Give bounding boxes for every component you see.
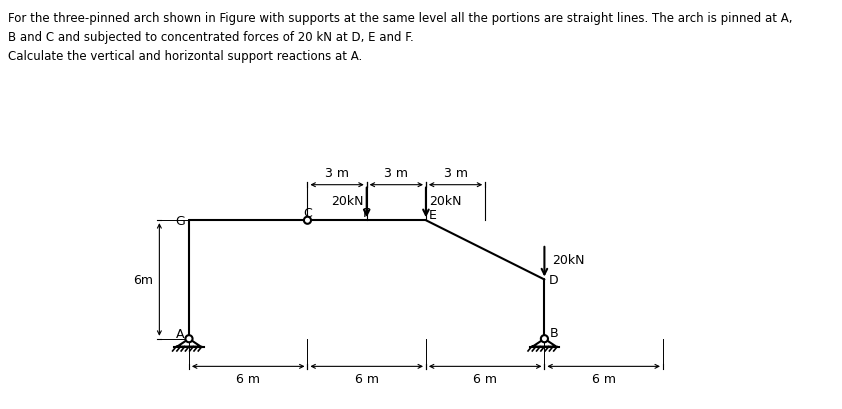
- Text: E: E: [429, 208, 437, 221]
- Text: D: D: [548, 273, 558, 286]
- Text: A: A: [176, 328, 184, 340]
- Text: 3 m: 3 m: [325, 167, 349, 180]
- Text: 6 m: 6 m: [473, 372, 497, 385]
- Text: For the three-pinned arch shown in Figure with supports at the same level all th: For the three-pinned arch shown in Figur…: [8, 12, 793, 63]
- Text: F: F: [363, 206, 370, 219]
- Text: 20kN: 20kN: [552, 254, 585, 267]
- Text: B: B: [550, 326, 558, 339]
- Text: 6 m: 6 m: [237, 372, 260, 385]
- Text: 6 m: 6 m: [354, 372, 379, 385]
- Text: G: G: [175, 214, 185, 227]
- Text: C: C: [303, 206, 312, 219]
- Text: 3 m: 3 m: [384, 167, 408, 180]
- Text: 20kN: 20kN: [429, 195, 461, 208]
- Text: 20kN: 20kN: [331, 195, 364, 208]
- Text: 6m: 6m: [133, 273, 153, 286]
- Text: 6 m: 6 m: [592, 372, 616, 385]
- Circle shape: [304, 217, 311, 224]
- Circle shape: [541, 335, 548, 342]
- Text: 3 m: 3 m: [444, 167, 467, 180]
- Circle shape: [185, 335, 193, 342]
